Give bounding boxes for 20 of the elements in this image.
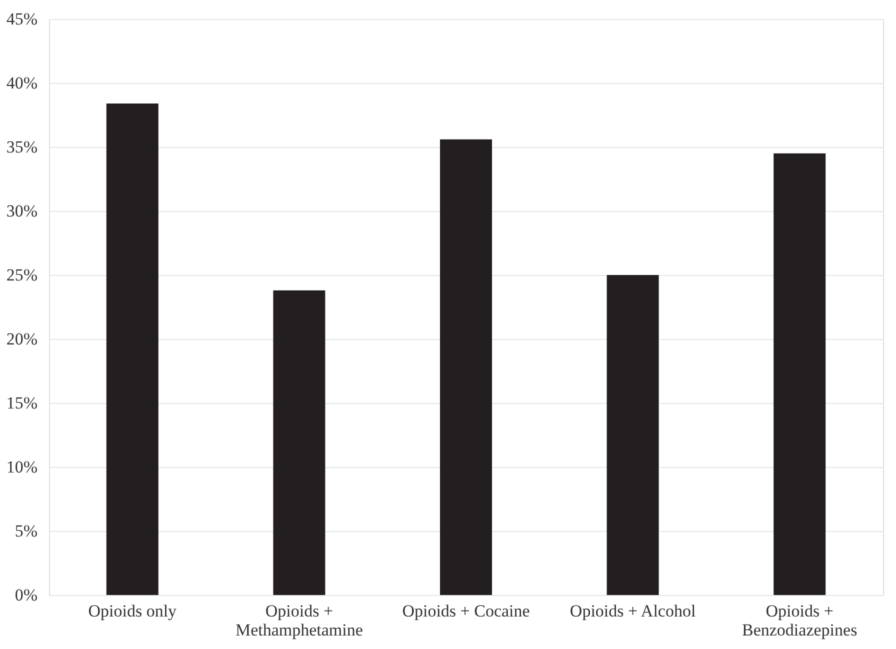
y-tick-label: 30% — [6, 202, 38, 220]
x-tick-label: Opioids + Methamphetamine — [235, 602, 363, 640]
bar — [106, 103, 158, 595]
bar — [273, 290, 326, 595]
y-tick-label: 10% — [6, 458, 38, 476]
y-tick-label: 20% — [6, 330, 38, 348]
bar — [440, 139, 492, 595]
y-tick-label: 35% — [6, 138, 38, 156]
y-tick-label: 40% — [6, 74, 38, 92]
bar — [774, 153, 826, 595]
x-tick-label: Opioids + Alcohol — [570, 602, 696, 620]
x-tick-label: Opioids + Cocaine — [402, 602, 530, 620]
bar — [606, 275, 659, 595]
y-tick-label: 15% — [6, 394, 38, 412]
y-tick-label: 45% — [6, 10, 38, 28]
y-tick-label: 25% — [6, 266, 38, 284]
y-tick-label: 0% — [14, 586, 38, 604]
y-tick-label: 5% — [14, 522, 38, 540]
x-tick-label: Opioids + Benzodiazepines — [742, 602, 858, 640]
x-tick-label: Opioids only — [88, 602, 178, 620]
